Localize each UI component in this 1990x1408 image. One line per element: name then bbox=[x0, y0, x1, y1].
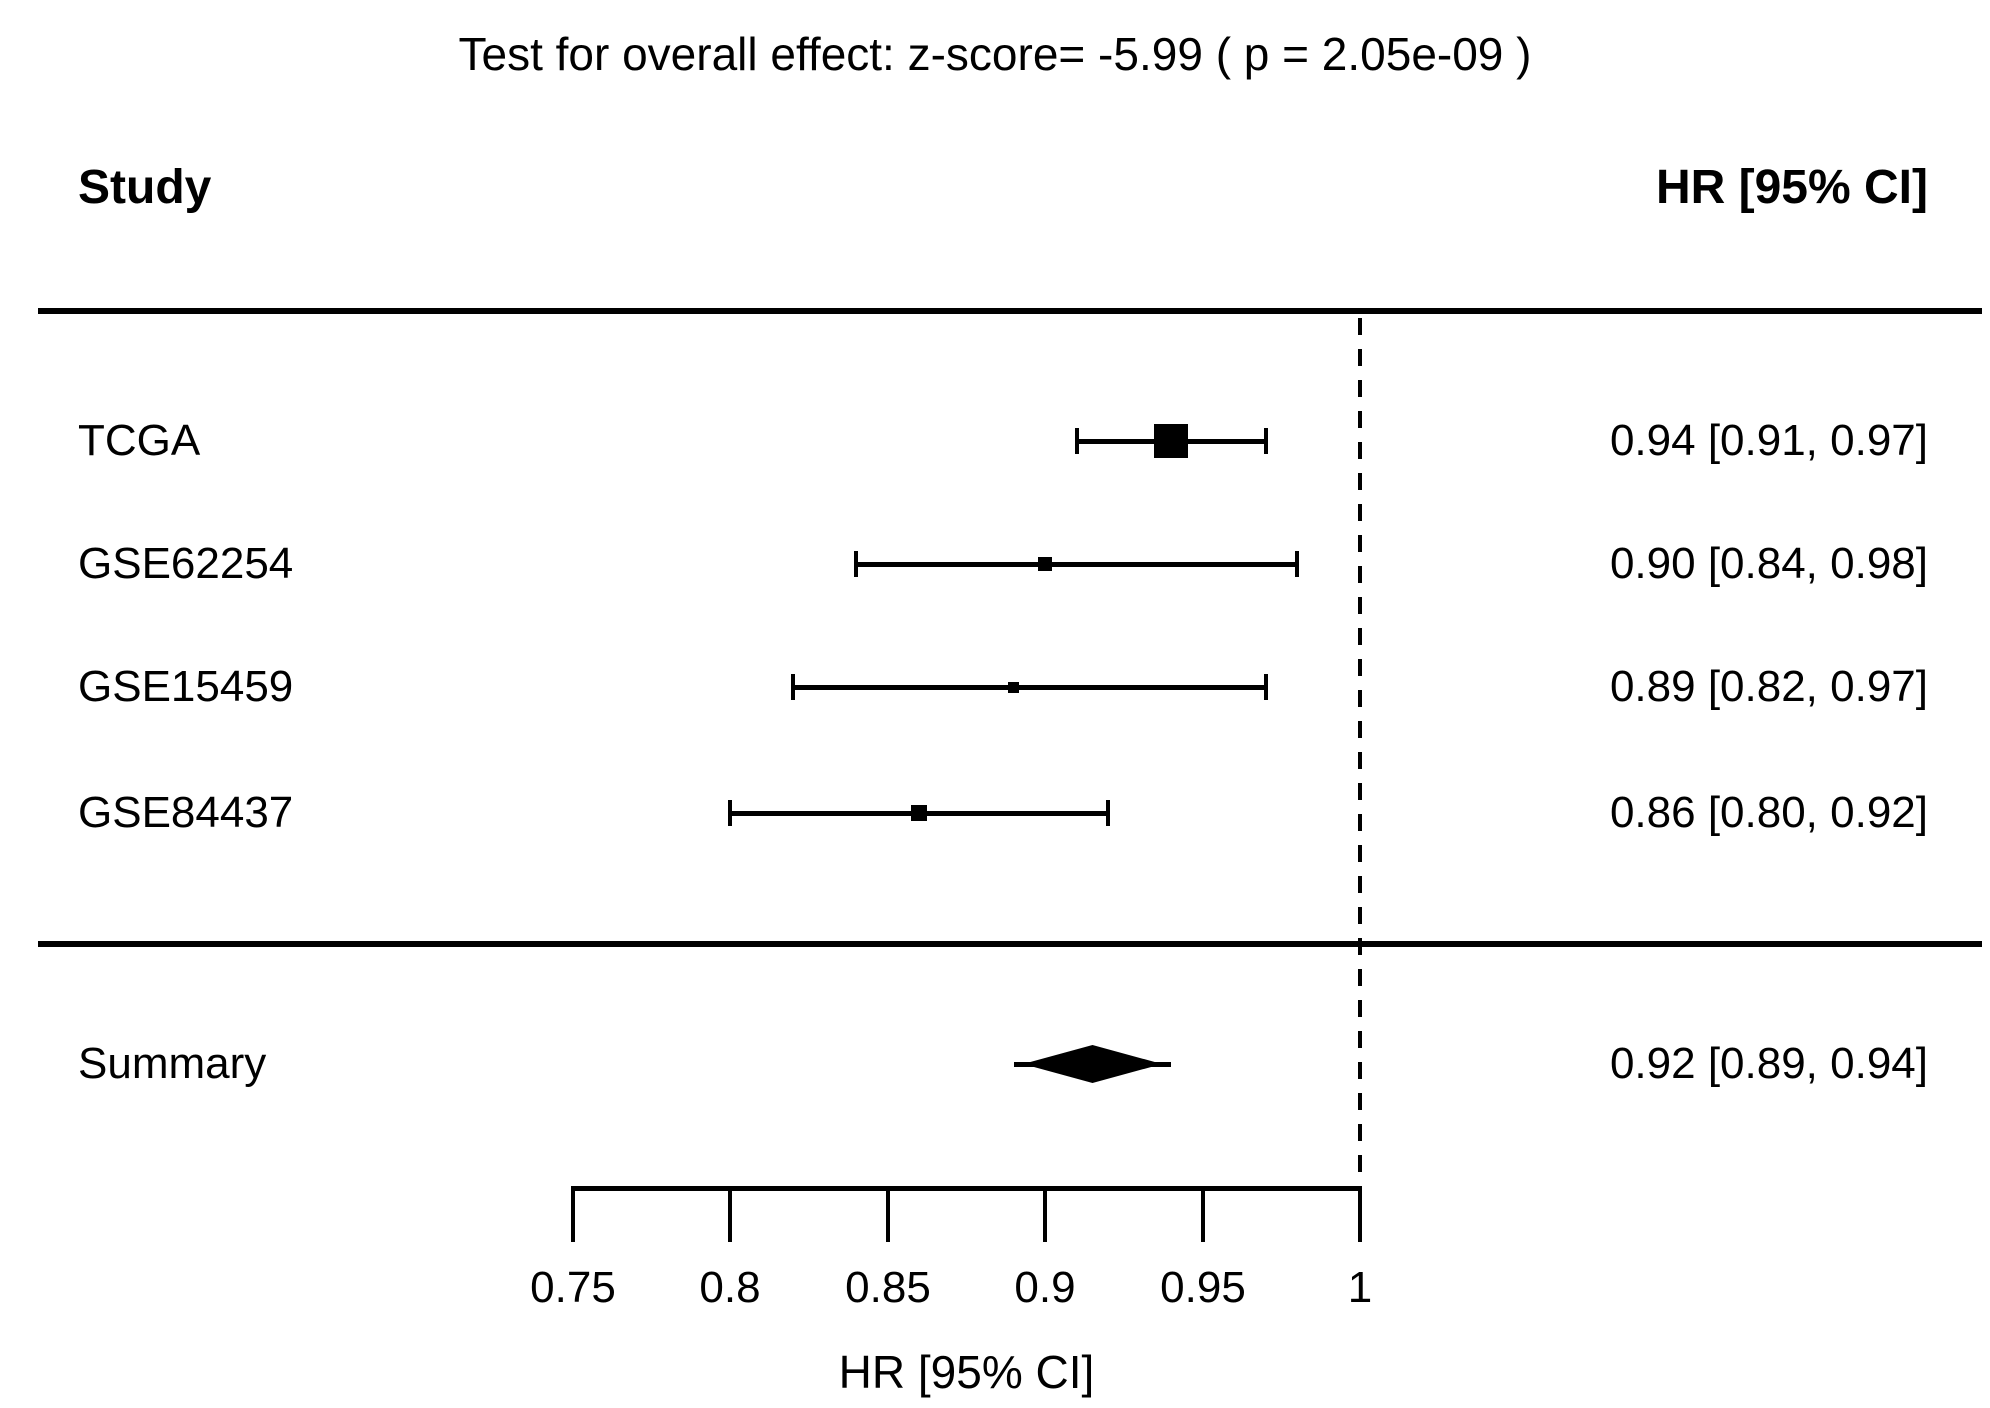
x-axis-tick bbox=[571, 1186, 575, 1242]
ci-line bbox=[793, 685, 1265, 690]
x-axis-tick-label: 0.75 bbox=[530, 1263, 616, 1312]
x-axis-tick bbox=[1358, 1186, 1362, 1242]
study-hr-value: 0.90 [0.84, 0.98] bbox=[1609, 539, 1928, 588]
x-axis-tick-label: 0.9 bbox=[1014, 1263, 1076, 1312]
summary-hr-value: 0.92 [0.89, 0.94] bbox=[1609, 1039, 1928, 1088]
ci-cap-right bbox=[1264, 428, 1268, 454]
study-hr-value: 0.94 [0.91, 0.97] bbox=[1609, 416, 1928, 465]
ci-cap-left bbox=[791, 674, 795, 700]
x-axis-tick bbox=[728, 1186, 732, 1242]
estimate-square bbox=[1154, 424, 1188, 458]
x-axis-tick bbox=[886, 1186, 890, 1242]
x-axis-tick-label: 0.85 bbox=[845, 1263, 931, 1312]
plot-title: Test for overall effect: z-score= -5.99 … bbox=[458, 28, 1532, 80]
study-label: GSE84437 bbox=[78, 788, 294, 837]
estimate-square bbox=[1038, 557, 1052, 571]
study-label: TCGA bbox=[78, 416, 201, 465]
x-axis-tick-label: 1 bbox=[1347, 1263, 1373, 1312]
column-header-hr-ci: HR [95% CI] bbox=[1655, 161, 1928, 214]
x-axis-tick bbox=[1043, 1186, 1047, 1242]
summary-label: Summary bbox=[78, 1039, 267, 1088]
ci-cap-left bbox=[728, 800, 732, 826]
ci-cap-right bbox=[1264, 674, 1268, 700]
estimate-square bbox=[911, 805, 927, 821]
x-axis-tick-label: 0.8 bbox=[699, 1263, 761, 1312]
x-axis-tick-label: 0.95 bbox=[1160, 1263, 1246, 1312]
reference-line bbox=[1358, 318, 1362, 1188]
separator-line-bottom bbox=[38, 941, 1982, 947]
study-hr-value: 0.86 [0.80, 0.92] bbox=[1609, 788, 1928, 837]
estimate-square bbox=[1008, 682, 1019, 693]
column-header-study: Study bbox=[78, 161, 212, 214]
x-axis-tick bbox=[1201, 1186, 1205, 1242]
study-hr-value: 0.89 [0.82, 0.97] bbox=[1609, 662, 1928, 711]
summary-diamond bbox=[1023, 1045, 1162, 1083]
ci-line bbox=[856, 562, 1297, 567]
x-axis-label: HR [95% CI] bbox=[838, 1346, 1095, 1398]
study-label: GSE62254 bbox=[78, 539, 294, 588]
ci-cap-left bbox=[854, 551, 858, 577]
ci-cap-left bbox=[1075, 428, 1079, 454]
x-axis-line bbox=[571, 1186, 1362, 1191]
ci-cap-right bbox=[1106, 800, 1110, 826]
study-label: GSE15459 bbox=[78, 662, 294, 711]
separator-line-top bbox=[38, 308, 1982, 314]
ci-cap-right bbox=[1295, 551, 1299, 577]
